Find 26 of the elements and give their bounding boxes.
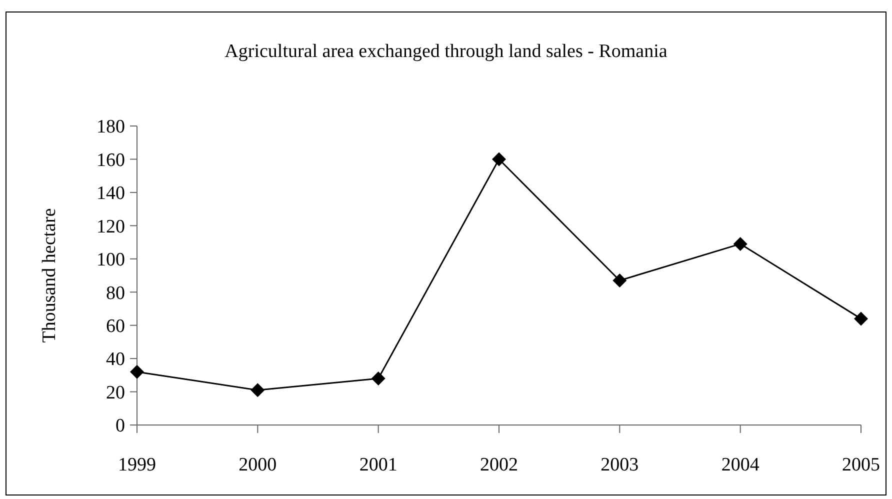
y-tick-label: 20 bbox=[106, 382, 125, 404]
x-tick-label: 2000 bbox=[238, 454, 277, 476]
y-tick-label: 120 bbox=[96, 216, 125, 238]
point bbox=[854, 312, 868, 326]
x-tick-label: 1999 bbox=[118, 454, 156, 476]
chart-title: Agricultural area exchanged through land sales - Romania bbox=[224, 41, 668, 62]
x-tick-label: 2005 bbox=[842, 454, 880, 476]
x-tick-label: 2001 bbox=[359, 454, 398, 476]
y-tick-label: 140 bbox=[96, 183, 125, 204]
x-tick-label: 2004 bbox=[721, 454, 760, 476]
y-tick-label: 180 bbox=[96, 116, 125, 138]
point bbox=[612, 273, 627, 288]
x-tick-label: 2003 bbox=[600, 454, 639, 476]
y-tick-label: 40 bbox=[106, 349, 125, 370]
point bbox=[371, 371, 386, 386]
point bbox=[250, 383, 265, 398]
y-tick-label: 60 bbox=[106, 316, 125, 337]
point bbox=[130, 364, 144, 379]
y-axis-title: Thousand hectare bbox=[39, 208, 60, 343]
point bbox=[492, 152, 506, 166]
point bbox=[733, 236, 748, 251]
y-tick-label: 0 bbox=[116, 416, 125, 437]
y-tick-label: 80 bbox=[106, 282, 125, 304]
y-tick-label: 160 bbox=[96, 150, 125, 171]
y-tick-label: 100 bbox=[96, 250, 125, 271]
x-tick-label: 2002 bbox=[480, 454, 518, 476]
